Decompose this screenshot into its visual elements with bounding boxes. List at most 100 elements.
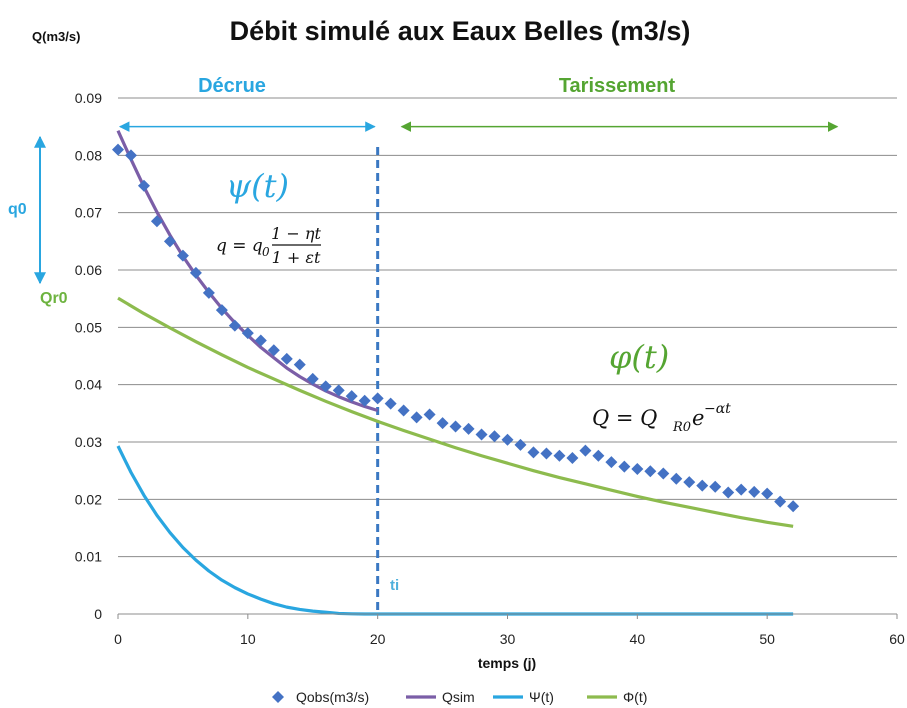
data-point [345,390,358,403]
data-point [553,449,566,462]
psi-eq-numerator: 1 − ηt [271,224,321,243]
y-tick-label: 0 [94,606,102,622]
data-point [787,500,800,513]
psi-eq-denominator: 1 + εt [272,248,321,267]
data-point [137,179,150,192]
psi-eq-lhs: q = q [216,236,263,256]
psi-eq-sub: 0 [262,245,270,259]
data-point [644,465,657,478]
legend-marker [272,691,284,703]
data-point [527,446,540,459]
data-point [592,449,605,462]
legend-label: Qobs(m3/s) [296,689,369,705]
data-point [397,404,410,417]
data-point [371,392,384,405]
data-point [228,319,241,332]
phi-eq-exponent: −αt [704,401,731,417]
phase-tarissement-label: Tarissement [559,75,676,97]
y-tick-label: 0.01 [75,549,102,565]
axes [117,613,898,619]
y-tick-label: 0.06 [75,262,102,278]
data-point [202,286,215,299]
phi-eq-base: e [692,406,704,430]
data-point [579,444,592,457]
data-point [462,422,475,435]
data-point [410,411,423,424]
data-point [293,358,306,371]
x-tick-label: 30 [500,631,516,647]
x-tick-label: 20 [370,631,386,647]
data-point [605,456,618,469]
phi-eq-sub: R0 [672,420,691,435]
data-point [449,420,462,433]
annotations: Décrue Tarissement q0 Qr0 ti ψ(t) φ(t) q… [8,75,839,614]
data-point [124,149,137,162]
q0-label: q0 [8,201,27,218]
y-tick-label: 0.08 [75,147,102,163]
data-point [423,408,436,421]
x-tick-label: 60 [889,631,905,647]
data-point [384,397,397,410]
data-point [540,447,553,460]
legend-label: Qsim [442,689,475,705]
chart-title: Débit simulé aux Eaux Belles (m3/s) [230,16,691,46]
phi-equation: Q = Q R0 e −αt [592,401,731,435]
data-point [761,487,774,500]
data-point [618,460,631,473]
psi-equation: q = q 0 1 − ηt 1 + εt [216,224,321,267]
data-point [631,462,644,475]
x-axis-label: temps (j) [478,655,536,671]
data-point [306,372,319,385]
phase-decrue-label: Décrue [198,75,266,97]
data-point [319,380,332,393]
y-tick-label: 0.05 [75,319,102,335]
data-point [241,327,254,340]
y-axis-label: Q(m3/s) [32,29,80,44]
data-point [150,215,163,228]
x-tick-label: 0 [114,631,122,647]
data-point [488,430,501,443]
data-point [696,479,709,492]
ti-label: ti [390,577,399,594]
data-point [683,476,696,489]
data-point [332,384,345,397]
x-tick-label: 40 [630,631,646,647]
series-layer [112,130,800,616]
legend-label: Ψ(t) [529,689,554,705]
data-point [176,249,189,262]
data-point [267,344,280,357]
y-tick-labels: 0 0.01 0.02 0.03 0.04 0.05 0.06 0.07 0.08 0.09 [75,90,102,622]
data-point [566,452,579,465]
y-tick-label: 0.04 [75,377,102,393]
y-tick-label: 0.02 [75,491,102,507]
data-point [280,352,293,365]
series-line-Ψ(t) [116,445,794,616]
data-point [657,467,670,480]
data-point [436,417,449,430]
phi-function-label: φ(t) [609,338,669,376]
data-point [163,235,176,248]
y-tick-label: 0.03 [75,434,102,450]
legend: Qobs(m3/s) Qsim Ψ(t) Φ(t) [272,689,647,705]
data-point [475,428,488,441]
psi-function-label: ψ(t) [226,167,289,205]
x-tick-labels: 0 10 20 30 40 50 60 [114,631,905,647]
data-point [735,483,748,496]
data-point [501,433,514,446]
data-point [215,304,228,317]
series-line-Φ(t) [117,296,794,528]
x-tick-label: 50 [759,631,775,647]
data-point [514,438,527,451]
data-point [774,495,787,508]
qr0-label: Qr0 [40,290,68,307]
data-point [189,266,202,279]
data-point [722,486,735,499]
y-tick-label: 0.09 [75,90,102,106]
data-point [254,334,267,347]
y-tick-label: 0.07 [75,205,102,221]
x-tick-label: 10 [240,631,256,647]
legend-label: Φ(t) [623,689,647,705]
data-point [112,143,124,156]
data-point [670,472,683,485]
